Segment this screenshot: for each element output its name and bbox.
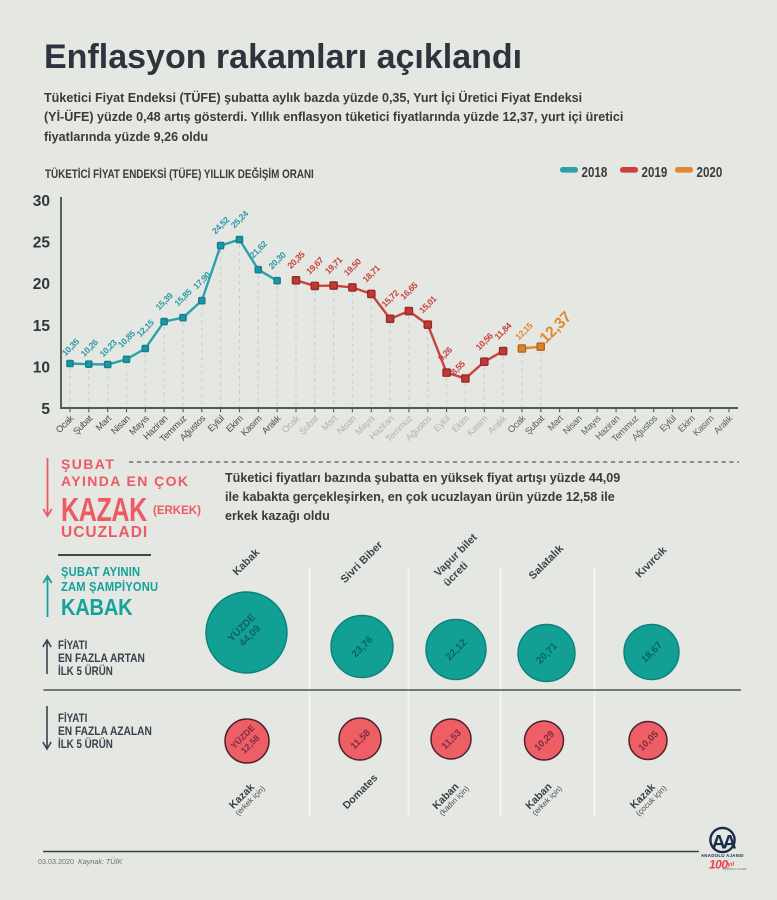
svg-text:Aralık: Aralık <box>712 413 735 436</box>
svg-text:12,15: 12,15 <box>513 320 535 342</box>
svg-text:30: 30 <box>33 193 50 210</box>
svg-text:Nisan: Nisan <box>561 413 584 436</box>
svg-text:10,35: 10,35 <box>60 336 82 358</box>
svg-text:25: 25 <box>33 235 51 252</box>
svg-text:Aralık: Aralık <box>260 413 283 436</box>
svg-text:Kasım: Kasım <box>239 413 264 438</box>
svg-text:19,71: 19,71 <box>323 254 345 276</box>
svg-text:15,72: 15,72 <box>379 288 401 310</box>
svg-text:Domates: Domates <box>340 772 380 812</box>
svg-text:20,35: 20,35 <box>285 249 307 271</box>
svg-text:Eylül: Eylül <box>432 413 452 433</box>
svg-text:9,26: 9,26 <box>436 345 454 363</box>
svg-text:18,71: 18,71 <box>361 263 383 285</box>
svg-text:20,30: 20,30 <box>266 250 288 272</box>
svg-text:25,24: 25,24 <box>229 208 251 230</box>
svg-text:Salatalık: Salatalık <box>527 542 567 582</box>
svg-text:24,52: 24,52 <box>210 214 232 236</box>
svg-text:15,01: 15,01 <box>417 294 439 316</box>
svg-text:15: 15 <box>33 318 51 335</box>
svg-text:Eylül: Eylül <box>206 413 226 433</box>
svg-text:21,62: 21,62 <box>248 239 270 261</box>
svg-text:Nisan: Nisan <box>335 413 358 436</box>
svg-text:19,67: 19,67 <box>304 255 326 277</box>
svg-text:Aralık: Aralık <box>486 413 509 436</box>
svg-text:10,26: 10,26 <box>79 337 101 359</box>
svg-text:5: 5 <box>41 401 50 418</box>
svg-text:Eylül: Eylül <box>658 413 678 433</box>
svg-text:12,37: 12,37 <box>537 309 575 347</box>
svg-text:100: 100 <box>709 858 728 872</box>
svg-text:15,85: 15,85 <box>172 287 194 309</box>
svg-text:10,23: 10,23 <box>98 337 120 359</box>
svg-text:Şubat: Şubat <box>297 413 321 437</box>
svg-text:ANADOLU AJANSI: ANADOLU AJANSI <box>723 867 747 871</box>
svg-text:Şubat: Şubat <box>523 413 547 437</box>
svg-text:Şubat: Şubat <box>71 413 95 437</box>
svg-text:AA: AA <box>712 832 737 854</box>
svg-text:10: 10 <box>33 359 50 376</box>
svg-text:20: 20 <box>33 276 50 293</box>
svg-text:2019: 2019 <box>642 164 668 181</box>
svg-text:ANADOLU AJANSI: ANADOLU AJANSI <box>701 853 744 858</box>
svg-text:16,65: 16,65 <box>398 280 420 302</box>
svg-text:2018: 2018 <box>582 164 608 181</box>
svg-text:2020: 2020 <box>697 164 723 181</box>
svg-text:yıl: yıl <box>727 862 735 868</box>
svg-text:Sivri Biber: Sivri Biber <box>339 538 386 585</box>
svg-text:Kıvırcık: Kıvırcık <box>633 544 670 581</box>
svg-text:11,84: 11,84 <box>492 320 513 341</box>
svg-text:Kasım: Kasım <box>465 413 490 438</box>
svg-text:19,50: 19,50 <box>342 256 364 278</box>
svg-text:Kasım: Kasım <box>691 413 716 438</box>
svg-text:Kabak: Kabak <box>231 546 263 578</box>
svg-text:Nisan: Nisan <box>109 413 132 436</box>
